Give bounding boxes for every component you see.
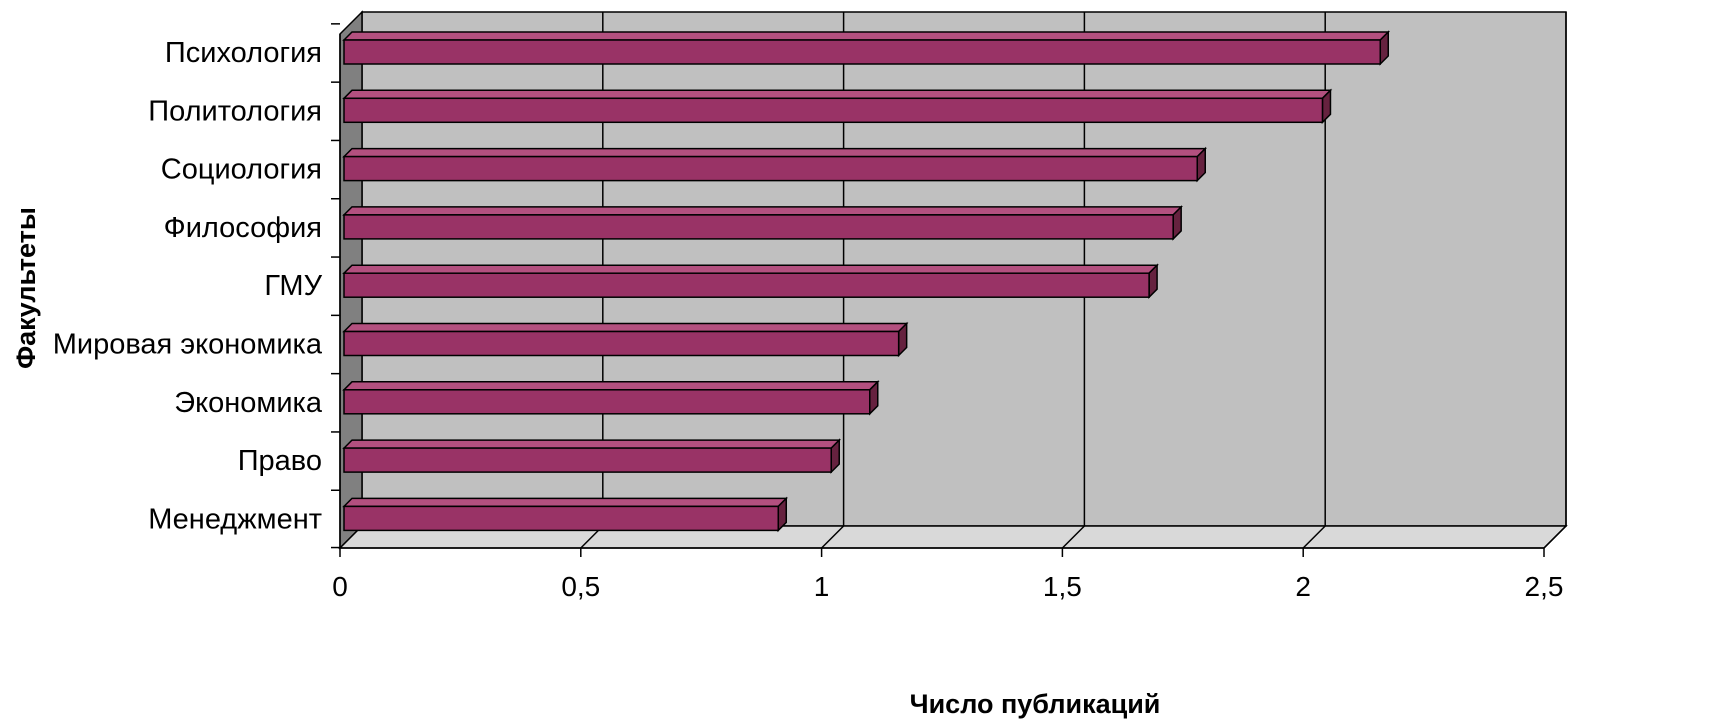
x-tick-label: 2	[1295, 571, 1311, 602]
bar-top	[342, 264, 1159, 274]
axes	[331, 23, 1545, 557]
bar-top	[342, 147, 1208, 158]
floor-gridline	[821, 525, 845, 549]
bar	[343, 272, 1150, 298]
category-labels: Психология Политология Социология Философия…	[53, 37, 323, 535]
bar-top	[342, 31, 1391, 41]
bar	[343, 447, 832, 473]
x-tick-label: 2,5	[1525, 571, 1564, 602]
category-label: Менеджмент	[148, 503, 322, 535]
floor-gridline	[1543, 525, 1567, 549]
x-tick-label: 1	[814, 571, 830, 602]
category-label: Социология	[161, 154, 322, 186]
bar-top	[342, 89, 1333, 100]
bar	[343, 389, 871, 415]
x-tick-labels: 0 0,5 1 1,5 2 2,5	[332, 571, 1563, 602]
bar-top	[342, 381, 880, 391]
bars	[342, 30, 1391, 533]
category-label: Право	[238, 445, 322, 477]
bar	[343, 505, 780, 532]
x-axis-title: Число публикаций	[910, 689, 1161, 719]
category-label: Философия	[164, 212, 322, 244]
x-tick-label: 0	[332, 571, 348, 602]
x-tick-label: 1,5	[1043, 571, 1082, 602]
category-label: Мировая экономика	[53, 329, 323, 361]
bar-top	[342, 439, 842, 449]
bar-top	[342, 322, 909, 333]
bar	[343, 155, 1198, 182]
y-axis-title: Факультеты	[11, 207, 41, 369]
bar	[343, 97, 1324, 124]
bar	[343, 214, 1174, 240]
floor-gridline	[1061, 525, 1085, 549]
category-label: Психология	[165, 37, 322, 69]
category-label: Политология	[148, 95, 322, 127]
category-label: ГМУ	[264, 270, 322, 302]
category-label: Экономика	[174, 387, 323, 419]
bar-top	[342, 206, 1183, 216]
x-tick-label: 0,5	[561, 571, 600, 602]
floor-gridline	[1302, 525, 1326, 549]
bar	[343, 39, 1382, 65]
bar	[343, 330, 900, 357]
bar-top	[342, 497, 789, 508]
